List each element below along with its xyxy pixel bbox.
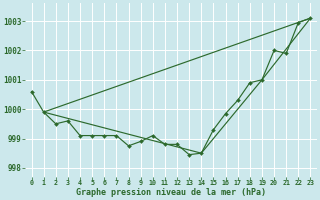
X-axis label: Graphe pression niveau de la mer (hPa): Graphe pression niveau de la mer (hPa) <box>76 188 266 197</box>
